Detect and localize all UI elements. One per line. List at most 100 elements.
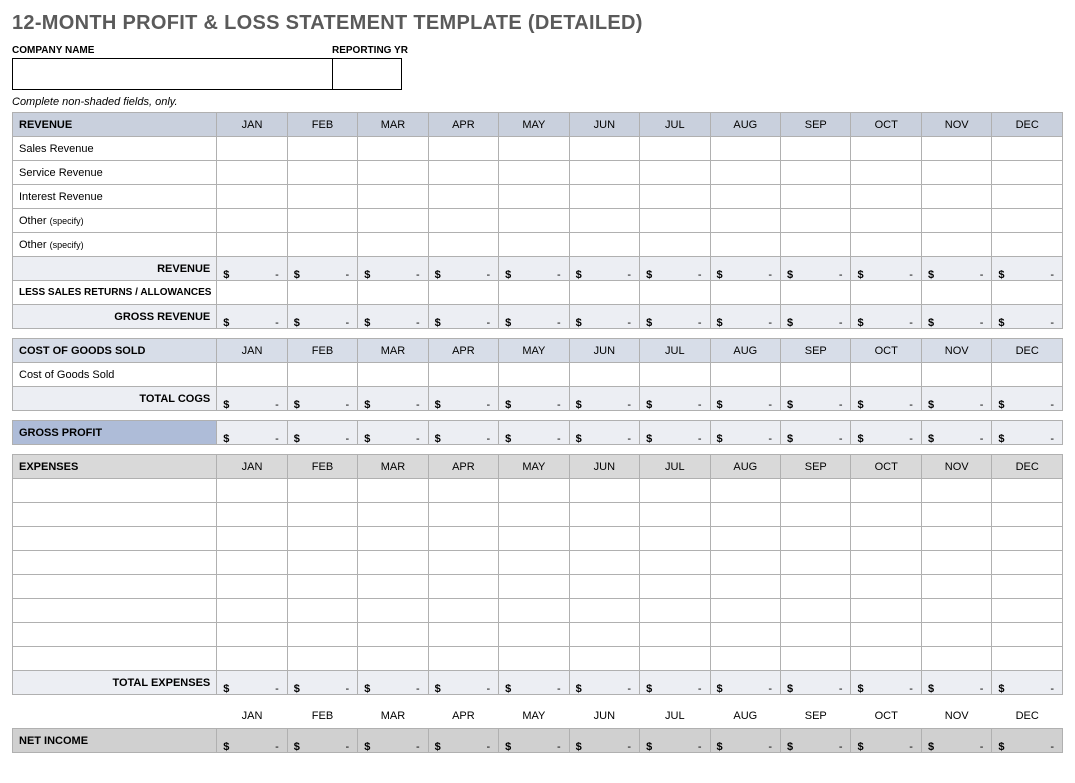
input-cell[interactable] [781, 479, 851, 503]
input-cell[interactable] [992, 647, 1063, 671]
input-cell[interactable] [710, 185, 780, 209]
input-cell[interactable] [781, 503, 851, 527]
expense-line-label[interactable] [13, 647, 217, 671]
input-cell[interactable] [217, 647, 287, 671]
input-cell[interactable] [710, 647, 780, 671]
input-cell[interactable] [992, 575, 1063, 599]
input-cell[interactable] [499, 137, 569, 161]
input-cell[interactable] [217, 281, 287, 305]
input-cell[interactable] [710, 209, 780, 233]
input-cell[interactable] [499, 185, 569, 209]
input-cell[interactable] [921, 185, 991, 209]
input-cell[interactable] [287, 161, 357, 185]
input-cell[interactable] [569, 363, 639, 387]
input-cell[interactable] [781, 161, 851, 185]
expense-line-label[interactable] [13, 623, 217, 647]
input-cell[interactable] [217, 527, 287, 551]
input-cell[interactable] [217, 161, 287, 185]
input-cell[interactable] [569, 527, 639, 551]
input-cell[interactable] [921, 137, 991, 161]
input-cell[interactable] [992, 623, 1063, 647]
input-cell[interactable] [287, 551, 357, 575]
input-cell[interactable] [287, 185, 357, 209]
input-cell[interactable] [640, 599, 710, 623]
input-cell[interactable] [217, 209, 287, 233]
input-cell[interactable] [358, 233, 428, 257]
input-cell[interactable] [569, 479, 639, 503]
input-cell[interactable] [358, 137, 428, 161]
expense-line-label[interactable] [13, 479, 217, 503]
input-cell[interactable] [851, 281, 921, 305]
input-cell[interactable] [428, 137, 498, 161]
input-cell[interactable] [921, 575, 991, 599]
input-cell[interactable] [428, 479, 498, 503]
input-cell[interactable] [358, 281, 428, 305]
input-cell[interactable] [428, 575, 498, 599]
expense-line-label[interactable] [13, 527, 217, 551]
input-cell[interactable] [781, 527, 851, 551]
input-cell[interactable] [851, 161, 921, 185]
input-cell[interactable] [921, 599, 991, 623]
input-cell[interactable] [851, 647, 921, 671]
input-cell[interactable] [710, 551, 780, 575]
input-cell[interactable] [217, 479, 287, 503]
input-cell[interactable] [781, 575, 851, 599]
input-cell[interactable] [428, 623, 498, 647]
input-cell[interactable] [921, 233, 991, 257]
input-cell[interactable] [781, 233, 851, 257]
input-cell[interactable] [569, 599, 639, 623]
input-cell[interactable] [781, 551, 851, 575]
input-cell[interactable] [710, 479, 780, 503]
input-cell[interactable] [851, 137, 921, 161]
input-cell[interactable] [287, 363, 357, 387]
input-cell[interactable] [499, 575, 569, 599]
input-cell[interactable] [640, 281, 710, 305]
input-cell[interactable] [992, 233, 1063, 257]
input-cell[interactable] [287, 137, 357, 161]
input-cell[interactable] [710, 575, 780, 599]
input-cell[interactable] [499, 647, 569, 671]
input-cell[interactable] [569, 647, 639, 671]
input-cell[interactable] [851, 551, 921, 575]
input-cell[interactable] [287, 599, 357, 623]
input-cell[interactable] [287, 233, 357, 257]
input-cell[interactable] [781, 363, 851, 387]
input-cell[interactable] [499, 479, 569, 503]
input-cell[interactable] [569, 161, 639, 185]
input-cell[interactable] [428, 281, 498, 305]
input-cell[interactable] [781, 185, 851, 209]
expense-line-label[interactable] [13, 503, 217, 527]
input-cell[interactable] [217, 137, 287, 161]
input-cell[interactable] [851, 479, 921, 503]
input-cell[interactable] [851, 233, 921, 257]
input-cell[interactable] [640, 623, 710, 647]
input-cell[interactable] [640, 161, 710, 185]
input-cell[interactable] [428, 209, 498, 233]
input-cell[interactable] [569, 575, 639, 599]
input-cell[interactable] [992, 551, 1063, 575]
input-cell[interactable] [781, 281, 851, 305]
input-cell[interactable] [358, 527, 428, 551]
input-cell[interactable] [781, 209, 851, 233]
input-cell[interactable] [499, 161, 569, 185]
input-cell[interactable] [358, 185, 428, 209]
input-cell[interactable] [992, 503, 1063, 527]
input-cell[interactable] [710, 363, 780, 387]
input-cell[interactable] [217, 623, 287, 647]
input-cell[interactable] [569, 551, 639, 575]
input-cell[interactable] [358, 161, 428, 185]
input-cell[interactable] [499, 623, 569, 647]
input-cell[interactable] [287, 527, 357, 551]
input-cell[interactable] [992, 363, 1063, 387]
input-cell[interactable] [921, 623, 991, 647]
input-cell[interactable] [851, 503, 921, 527]
input-cell[interactable] [569, 185, 639, 209]
input-cell[interactable] [992, 479, 1063, 503]
input-cell[interactable] [287, 479, 357, 503]
input-cell[interactable] [851, 363, 921, 387]
input-cell[interactable] [992, 281, 1063, 305]
input-cell[interactable] [640, 551, 710, 575]
input-cell[interactable] [851, 209, 921, 233]
input-cell[interactable] [569, 209, 639, 233]
input-cell[interactable] [499, 599, 569, 623]
